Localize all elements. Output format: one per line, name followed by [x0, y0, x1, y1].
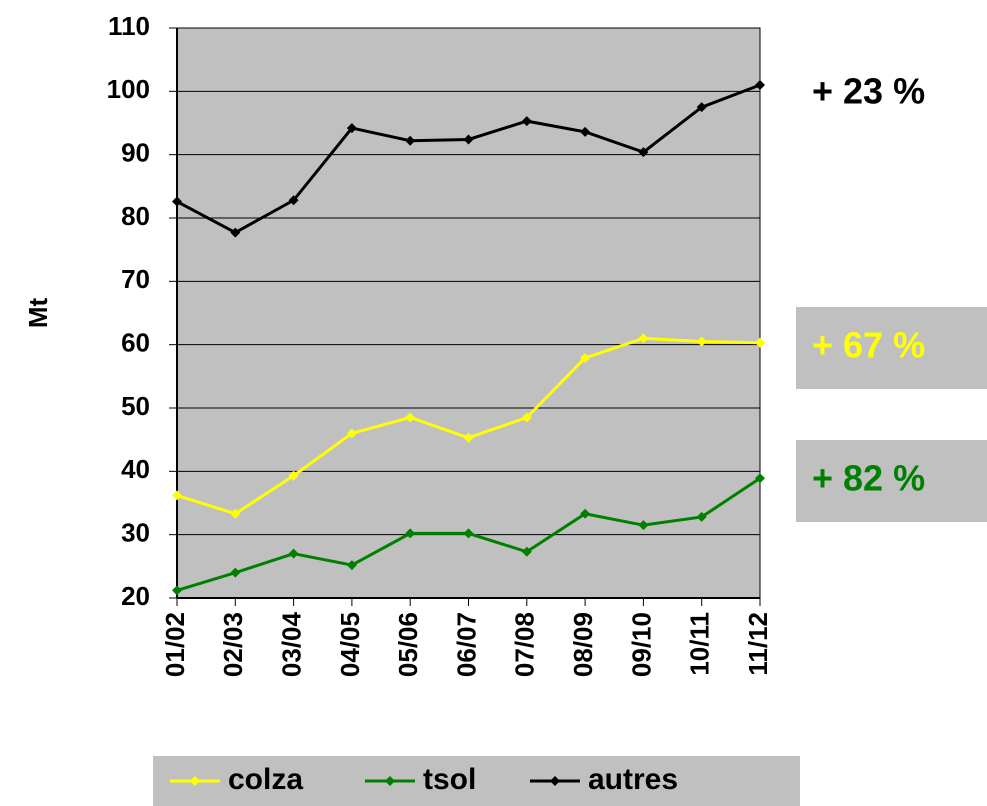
x-tick-label: 01/02 — [160, 612, 190, 677]
data-point — [580, 126, 591, 137]
legend-label: colza — [228, 763, 303, 796]
data-point — [172, 196, 182, 207]
y-axis-label: Mt — [23, 298, 53, 329]
data-point — [755, 473, 765, 484]
data-point — [696, 336, 707, 347]
annotation-box — [796, 307, 987, 389]
x-tick-label: 02/03 — [218, 612, 248, 677]
data-point — [638, 520, 649, 531]
plot-area — [176, 27, 761, 599]
data-point — [463, 134, 474, 145]
x-tick-label: 06/07 — [451, 612, 481, 677]
data-point — [346, 428, 357, 439]
data-point — [172, 490, 182, 501]
data-point — [288, 548, 299, 559]
data-point — [463, 432, 474, 443]
data-point — [521, 116, 532, 127]
legend-label: tsol — [423, 763, 476, 796]
y-tick-label: 20 — [121, 581, 150, 611]
data-point — [463, 528, 474, 539]
data-point — [638, 147, 649, 158]
x-tick-label: 08/09 — [568, 612, 598, 677]
y-tick-label: 60 — [121, 328, 150, 358]
legend-box — [153, 756, 800, 806]
y-tick-label: 70 — [121, 264, 150, 294]
x-tick-label: 07/08 — [510, 612, 540, 677]
data-point — [405, 412, 416, 423]
annotation-box — [796, 440, 987, 522]
data-point — [521, 546, 532, 557]
data-point — [230, 567, 241, 578]
data-point — [405, 528, 416, 539]
data-point — [580, 508, 591, 519]
y-tick-label: 50 — [121, 391, 150, 421]
x-tick-label: 09/10 — [626, 612, 656, 677]
x-tick-label: 10/11 — [685, 612, 715, 676]
data-point — [696, 511, 707, 522]
data-point — [230, 508, 241, 519]
y-tick-label: 30 — [121, 518, 150, 548]
data-point — [638, 333, 649, 344]
y-tick-label: 110 — [108, 11, 150, 41]
annotation: + 67 % — [812, 325, 925, 366]
data-point — [696, 102, 707, 113]
data-point — [755, 80, 765, 90]
annotation: + 23 % — [812, 71, 925, 112]
data-point — [405, 135, 416, 146]
data-point — [755, 337, 765, 348]
data-point — [230, 227, 241, 238]
legend-marker — [550, 776, 560, 786]
y-tick-label: 40 — [121, 454, 150, 484]
data-point — [346, 123, 357, 134]
y-tick-label: 90 — [121, 138, 150, 168]
data-point — [346, 560, 357, 571]
x-tick-label: 11/12 — [743, 612, 773, 676]
legend-marker — [385, 776, 395, 786]
y-tick-label: 80 — [121, 201, 150, 231]
legend-label: autres — [588, 763, 678, 796]
x-tick-label: 03/04 — [276, 611, 306, 677]
y-tick-label: 100 — [107, 74, 150, 104]
legend-marker — [190, 776, 200, 786]
data-point — [288, 195, 299, 206]
x-tick-label: 05/06 — [393, 612, 423, 677]
data-point — [288, 470, 299, 481]
data-point — [521, 412, 532, 423]
data-point — [580, 352, 591, 363]
data-point — [172, 585, 182, 596]
annotation: + 82 % — [812, 458, 925, 499]
x-tick-label: 04/05 — [335, 612, 365, 677]
